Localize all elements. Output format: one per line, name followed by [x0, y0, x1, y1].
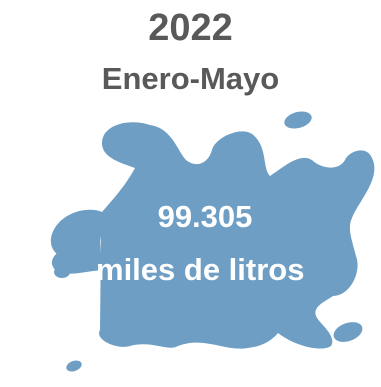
splash-arm-left — [51, 238, 102, 274]
year-heading: 2022 — [148, 7, 233, 49]
volume-value: 99.305 — [157, 199, 253, 234]
droplet-bottom-left — [66, 360, 82, 372]
droplet-left — [54, 266, 70, 278]
period-heading: Enero-Mayo — [101, 61, 280, 96]
splash-body — [50, 122, 375, 349]
droplet-right — [333, 322, 363, 342]
volume-unit: miles de litros — [96, 252, 305, 287]
droplet-top-right — [284, 111, 312, 129]
